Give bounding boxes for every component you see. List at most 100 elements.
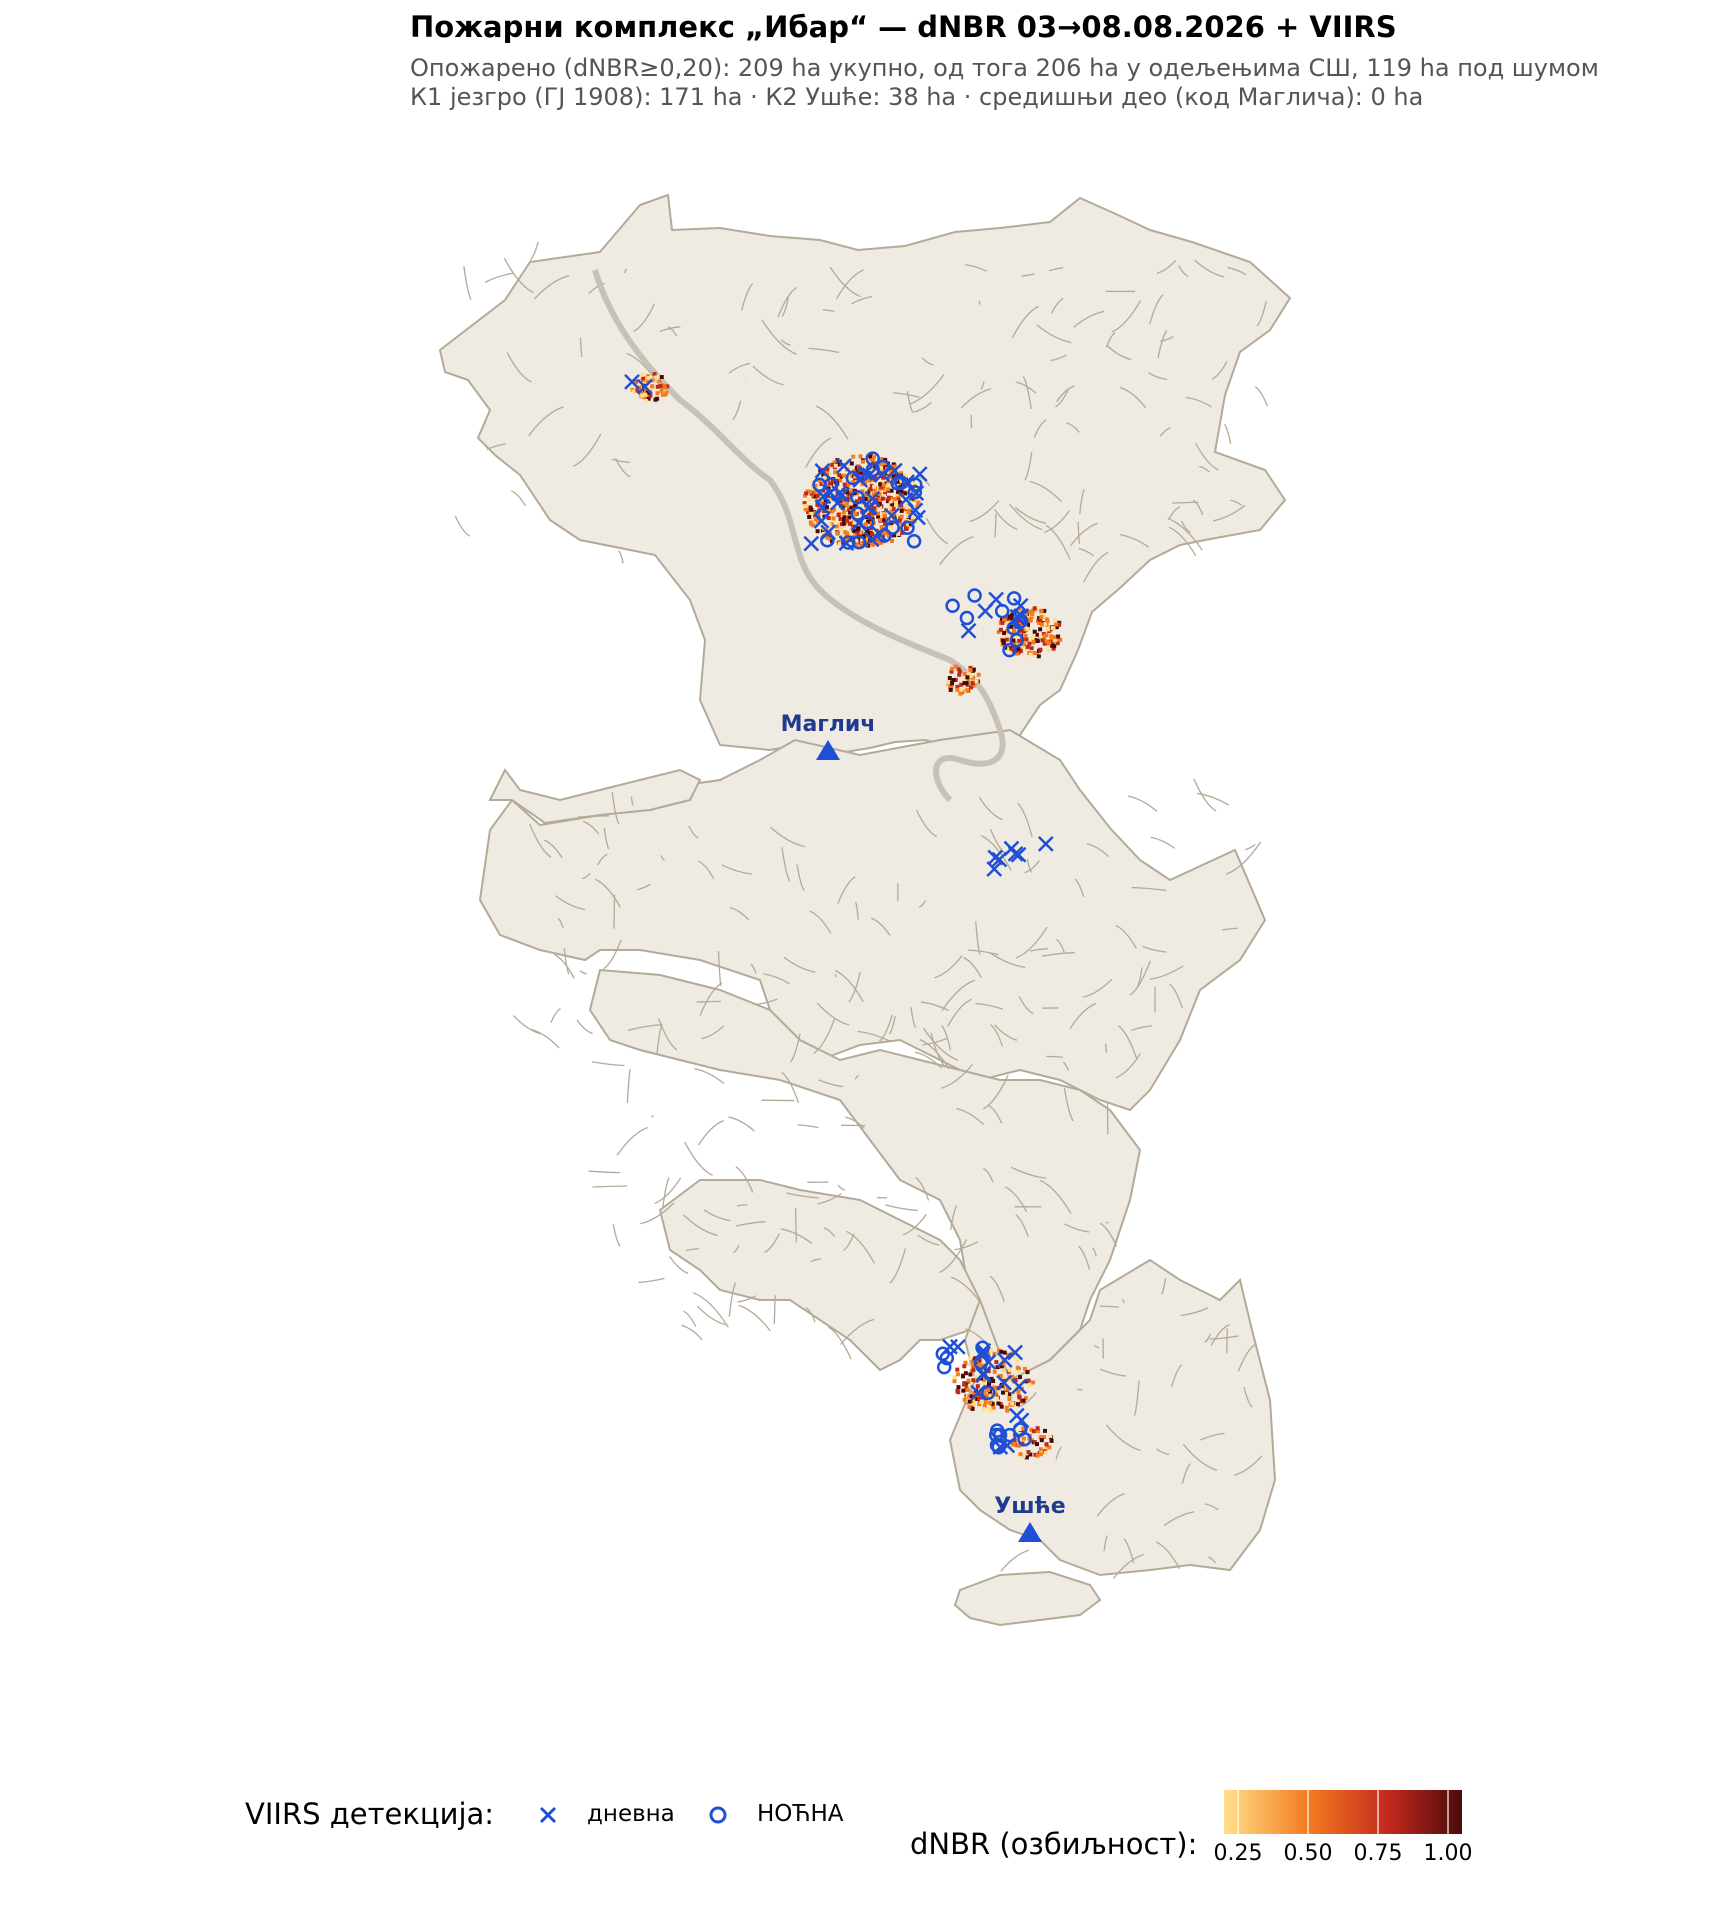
burn-pixel	[885, 484, 890, 489]
burn-pixel	[848, 485, 853, 490]
burn-pixel	[822, 488, 827, 493]
burn-pixel	[871, 455, 876, 460]
viirs-night-detection	[907, 484, 923, 500]
colorbar-tick-label: 1.00	[1423, 1841, 1473, 1866]
legend-dnbr-title: dNBR (озбиљност):	[910, 1827, 1198, 1861]
compartment-boundary	[662, 1177, 670, 1209]
compartment-boundary	[817, 1193, 842, 1205]
compartment-boundary	[823, 1227, 836, 1237]
burn-pixel	[883, 531, 888, 536]
burn-pixel	[1024, 612, 1028, 616]
burn-pixel	[886, 470, 891, 475]
burn-pixel	[962, 677, 967, 682]
burn-pixel	[1001, 1390, 1005, 1395]
burn-pixel	[850, 523, 855, 528]
compartment-boundary	[683, 1310, 697, 1328]
viirs-day-detection	[1012, 597, 1029, 614]
burn-pixel	[833, 470, 838, 475]
viirs-day-detection	[1007, 1344, 1024, 1361]
burn-pixel	[968, 1372, 973, 1377]
compartment-boundary	[1119, 386, 1147, 409]
compartment-boundary	[1015, 381, 1037, 394]
compartment-boundary	[846, 1230, 876, 1264]
compartment-boundary	[978, 797, 1003, 821]
compartment-boundary	[1118, 1025, 1138, 1059]
viirs-night-detection	[906, 533, 922, 549]
compartment-boundary	[1064, 1223, 1090, 1233]
burn-pixel	[871, 492, 876, 497]
burn-pixel	[663, 385, 667, 390]
burn-pixel	[867, 478, 872, 483]
burn-pixel	[894, 502, 899, 507]
burn-pixel	[821, 473, 826, 477]
burn-pixel	[867, 509, 872, 514]
burn-pixel	[1000, 620, 1005, 625]
burn-pixel	[1034, 651, 1039, 655]
compartment-boundary	[728, 362, 750, 374]
burn-pixel	[882, 461, 887, 466]
compartment-boundary	[1096, 1493, 1125, 1517]
burn-pixel	[968, 1356, 973, 1361]
burn-pixel	[1043, 622, 1047, 627]
burn-pixel	[999, 1404, 1004, 1409]
burn-pixel	[868, 533, 872, 538]
burn-pixel	[863, 480, 868, 485]
compartment-boundary	[1004, 1186, 1028, 1213]
land-area-island	[953, 1570, 1102, 1627]
burn-pixel	[1000, 1368, 1005, 1373]
burn-pixel	[878, 482, 883, 487]
compartment-boundary	[808, 347, 840, 354]
burn-pixel	[1028, 1452, 1033, 1457]
burn-pixel	[1012, 628, 1017, 632]
compartment-boundary	[1103, 1535, 1108, 1552]
compartment-boundary	[1024, 860, 1041, 874]
compartment-boundary	[728, 1282, 737, 1317]
compartment-boundary	[781, 847, 791, 882]
burn-pixel	[808, 489, 813, 494]
burn-pixel	[1016, 647, 1021, 652]
burn-pixel	[962, 1364, 967, 1369]
compartment-boundary	[667, 326, 678, 337]
compartment-boundary	[878, 1014, 893, 1042]
burn-pixel	[1010, 1374, 1015, 1379]
burn-pixel	[1051, 626, 1056, 631]
compartment-boundary	[1063, 1087, 1074, 1122]
compartment-boundary	[684, 1141, 713, 1177]
burn-pixel	[957, 672, 962, 677]
compartment-boundary	[603, 939, 622, 970]
burn-pixel	[1024, 1455, 1029, 1460]
compartment-boundary	[844, 1116, 865, 1129]
compartment-boundary	[902, 1213, 927, 1236]
compartment-boundary	[915, 809, 938, 838]
burn-pixel	[835, 485, 840, 490]
compartment-boundary	[543, 839, 563, 859]
burn-pixel	[1044, 1442, 1049, 1447]
burn-pixel	[861, 534, 866, 539]
burn-pixel	[1052, 644, 1057, 649]
burn-pixel	[1022, 1428, 1027, 1433]
burn-pixel	[910, 481, 915, 486]
compartment-boundary	[694, 1067, 725, 1085]
burn-pixel	[870, 457, 875, 462]
burn-pixel	[886, 497, 891, 502]
burn-pixel	[1039, 1438, 1044, 1443]
burn-pixel	[968, 665, 973, 670]
compartment-boundary	[626, 1068, 631, 1104]
burn-pixel	[1017, 1370, 1022, 1374]
viirs-night-detection	[907, 477, 923, 492]
burn-pixel	[1023, 1366, 1027, 1371]
burn-pixel	[1011, 630, 1016, 635]
compartment-boundary	[1148, 372, 1168, 381]
dnbr-colorbar	[1224, 1790, 1462, 1834]
burn-pixel	[888, 505, 893, 510]
compartment-boundary	[1121, 1298, 1126, 1304]
compartment-boundary	[623, 268, 628, 274]
burn-pixel	[876, 514, 881, 519]
burn-pixel	[961, 1388, 966, 1393]
compartment-boundary	[909, 374, 945, 405]
burn-pixel	[849, 490, 854, 495]
burn-pixel	[644, 399, 649, 403]
compartment-boundary	[829, 266, 861, 298]
burn-pixel	[982, 1377, 986, 1382]
compartment-boundary	[752, 365, 784, 386]
